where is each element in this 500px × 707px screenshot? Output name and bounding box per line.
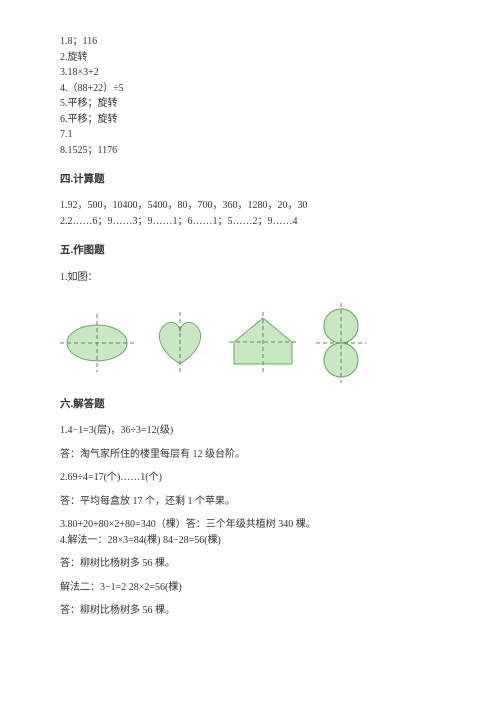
shape-double-circle — [314, 303, 368, 383]
calc-line-2: 2.2……6；9……3；9……1；6……1；5……2；9……4 — [60, 214, 440, 230]
q1-answer: 答：淘气家所住的楼里每层有 12 级台阶。 — [60, 447, 440, 463]
list-1: 1.8；116 2.旋转 3.18×3+2 4.（88+22）÷5 5.平移；旋… — [60, 34, 440, 158]
shape-ellipse — [60, 314, 134, 372]
q4-line-a: 4.解法一：28×3=84(棵) 84−28=56(棵) — [60, 533, 440, 549]
q4-line-c: 解法二：3−1=2 28×2=56(棵) — [60, 580, 440, 596]
q4-answer-2: 答：柳树比杨树多 56 棵。 — [60, 603, 440, 619]
calc-line-1: 1.92，500，10400，5400，80，700，360，1280，20，3… — [60, 198, 440, 214]
list-item: 1.8；116 — [60, 34, 440, 50]
section-6-body: 1.4−1=3(层)，36÷3=12(级) 答：淘气家所住的楼里每层有 12 级… — [60, 423, 440, 619]
shape-heart — [148, 312, 212, 374]
section-4-title: 四.计算题 — [60, 172, 440, 188]
shape-house — [226, 312, 300, 374]
q2-line-a: 2.69÷4=17(个)……1(个) — [60, 470, 440, 486]
q1-line-a: 1.4−1=3(层)，36÷3=12(级) — [60, 423, 440, 439]
list-item: 3.18×3+2 — [60, 65, 440, 81]
list-item: 5.平移；旋转 — [60, 96, 440, 112]
q3-line: 3.80+20+80×2+80=340（棵）答：三个年级共植树 340 棵。 — [60, 517, 440, 533]
section-5-title: 五.作图题 — [60, 243, 440, 259]
section-4-body: 1.92，500，10400，5400，80，700，360，1280，20，3… — [60, 198, 440, 229]
section-5-body: 1.如图： — [60, 270, 440, 286]
list-item: 4.（88+22）÷5 — [60, 81, 440, 97]
section-6-title: 六.解答题 — [60, 397, 440, 413]
list-item: 2.旋转 — [60, 50, 440, 66]
list-item: 6.平移；旋转 — [60, 112, 440, 128]
drawing-caption: 1.如图： — [60, 270, 440, 286]
q4-answer-1: 答：柳树比杨树多 56 棵。 — [60, 556, 440, 572]
list-item: 7.1 — [60, 127, 440, 143]
figure-row — [60, 303, 440, 383]
list-item: 8.1525；1176 — [60, 143, 440, 159]
q2-answer: 答：平均每盒放 17 个，还剩 1 个苹果。 — [60, 494, 440, 510]
